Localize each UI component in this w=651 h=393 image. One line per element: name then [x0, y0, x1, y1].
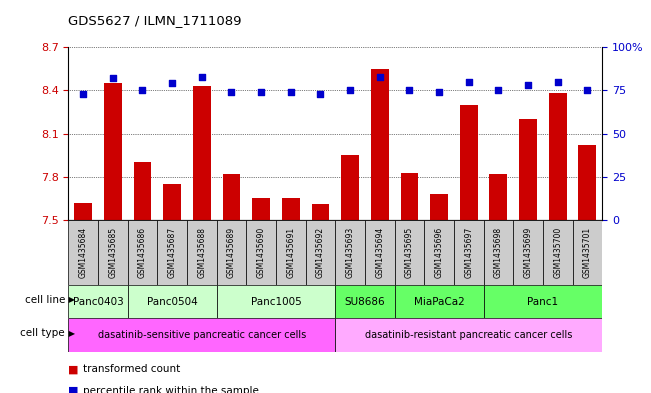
Point [137, 87, 148, 94]
Bar [549, 93, 566, 220]
Point [404, 87, 415, 94]
Text: ■: ■ [68, 364, 79, 375]
Bar [335, 318, 602, 352]
Bar [335, 285, 395, 318]
Text: dasatinib-sensitive pancreatic cancer cells: dasatinib-sensitive pancreatic cancer ce… [98, 330, 306, 340]
Text: cell line: cell line [25, 295, 65, 305]
Bar [513, 220, 543, 285]
Bar [217, 285, 335, 318]
Bar [217, 220, 246, 285]
Bar [371, 69, 389, 220]
Bar [484, 220, 513, 285]
Text: SU8686: SU8686 [344, 297, 385, 307]
Text: GSM1435684: GSM1435684 [79, 227, 88, 278]
Point [107, 75, 118, 81]
Bar [341, 155, 359, 220]
Text: GSM1435694: GSM1435694 [375, 227, 384, 278]
Text: GSM1435695: GSM1435695 [405, 227, 414, 278]
Point [582, 87, 592, 94]
Bar [579, 145, 596, 220]
Bar [276, 220, 305, 285]
Bar [128, 285, 217, 318]
Text: cell type: cell type [20, 329, 65, 338]
Point [374, 73, 385, 80]
Bar [68, 220, 98, 285]
Text: ▶: ▶ [66, 296, 76, 305]
Bar [68, 318, 335, 352]
Text: Panc1: Panc1 [527, 297, 559, 307]
Text: ▶: ▶ [66, 329, 76, 338]
Text: GSM1435688: GSM1435688 [197, 227, 206, 278]
Bar [305, 220, 335, 285]
Bar [543, 220, 572, 285]
Bar [193, 86, 211, 220]
Bar [484, 285, 602, 318]
Bar [187, 220, 217, 285]
Text: GSM1435697: GSM1435697 [464, 227, 473, 278]
Point [434, 89, 444, 95]
Text: GSM1435686: GSM1435686 [138, 227, 147, 278]
Bar [68, 285, 128, 318]
Bar [158, 220, 187, 285]
Point [286, 89, 296, 95]
Text: Panc1005: Panc1005 [251, 297, 301, 307]
Bar [454, 220, 484, 285]
Text: GSM1435689: GSM1435689 [227, 227, 236, 278]
Text: GSM1435685: GSM1435685 [108, 227, 117, 278]
Bar [460, 105, 478, 220]
Text: GSM1435698: GSM1435698 [494, 227, 503, 278]
Point [523, 82, 533, 88]
Point [315, 91, 326, 97]
Text: ■: ■ [68, 386, 79, 393]
Bar [365, 220, 395, 285]
Point [227, 89, 237, 95]
Bar [133, 162, 152, 220]
Point [345, 87, 355, 94]
Text: GSM1435693: GSM1435693 [346, 227, 355, 278]
Point [197, 73, 207, 80]
Point [167, 80, 177, 86]
Text: transformed count: transformed count [83, 364, 180, 375]
Bar [424, 220, 454, 285]
Bar [128, 220, 158, 285]
Bar [74, 203, 92, 220]
Bar [395, 220, 424, 285]
Text: percentile rank within the sample: percentile rank within the sample [83, 386, 258, 393]
Point [256, 89, 266, 95]
Point [553, 79, 563, 85]
Text: GSM1435701: GSM1435701 [583, 227, 592, 278]
Bar [572, 220, 602, 285]
Text: GSM1435692: GSM1435692 [316, 227, 325, 278]
Point [493, 87, 504, 94]
Point [464, 79, 474, 85]
Bar [282, 198, 299, 220]
Text: GSM1435690: GSM1435690 [256, 227, 266, 278]
Text: GSM1435696: GSM1435696 [435, 227, 443, 278]
Bar [519, 119, 537, 220]
Point [78, 91, 89, 97]
Bar [104, 83, 122, 220]
Text: GDS5627 / ILMN_1711089: GDS5627 / ILMN_1711089 [68, 14, 242, 27]
Bar [223, 174, 240, 220]
Bar [98, 220, 128, 285]
Bar [163, 184, 181, 220]
Bar [312, 204, 329, 220]
Text: GSM1435691: GSM1435691 [286, 227, 296, 278]
Bar [395, 285, 484, 318]
Text: GSM1435700: GSM1435700 [553, 227, 562, 278]
Text: Panc0504: Panc0504 [146, 297, 197, 307]
Bar [430, 194, 448, 220]
Bar [490, 174, 507, 220]
Text: MiaPaCa2: MiaPaCa2 [413, 297, 464, 307]
Text: GSM1435699: GSM1435699 [523, 227, 533, 278]
Bar [246, 220, 276, 285]
Text: GSM1435687: GSM1435687 [168, 227, 176, 278]
Bar [252, 198, 270, 220]
Text: Panc0403: Panc0403 [73, 297, 124, 307]
Bar [400, 173, 419, 220]
Bar [335, 220, 365, 285]
Text: dasatinib-resistant pancreatic cancer cells: dasatinib-resistant pancreatic cancer ce… [365, 330, 572, 340]
